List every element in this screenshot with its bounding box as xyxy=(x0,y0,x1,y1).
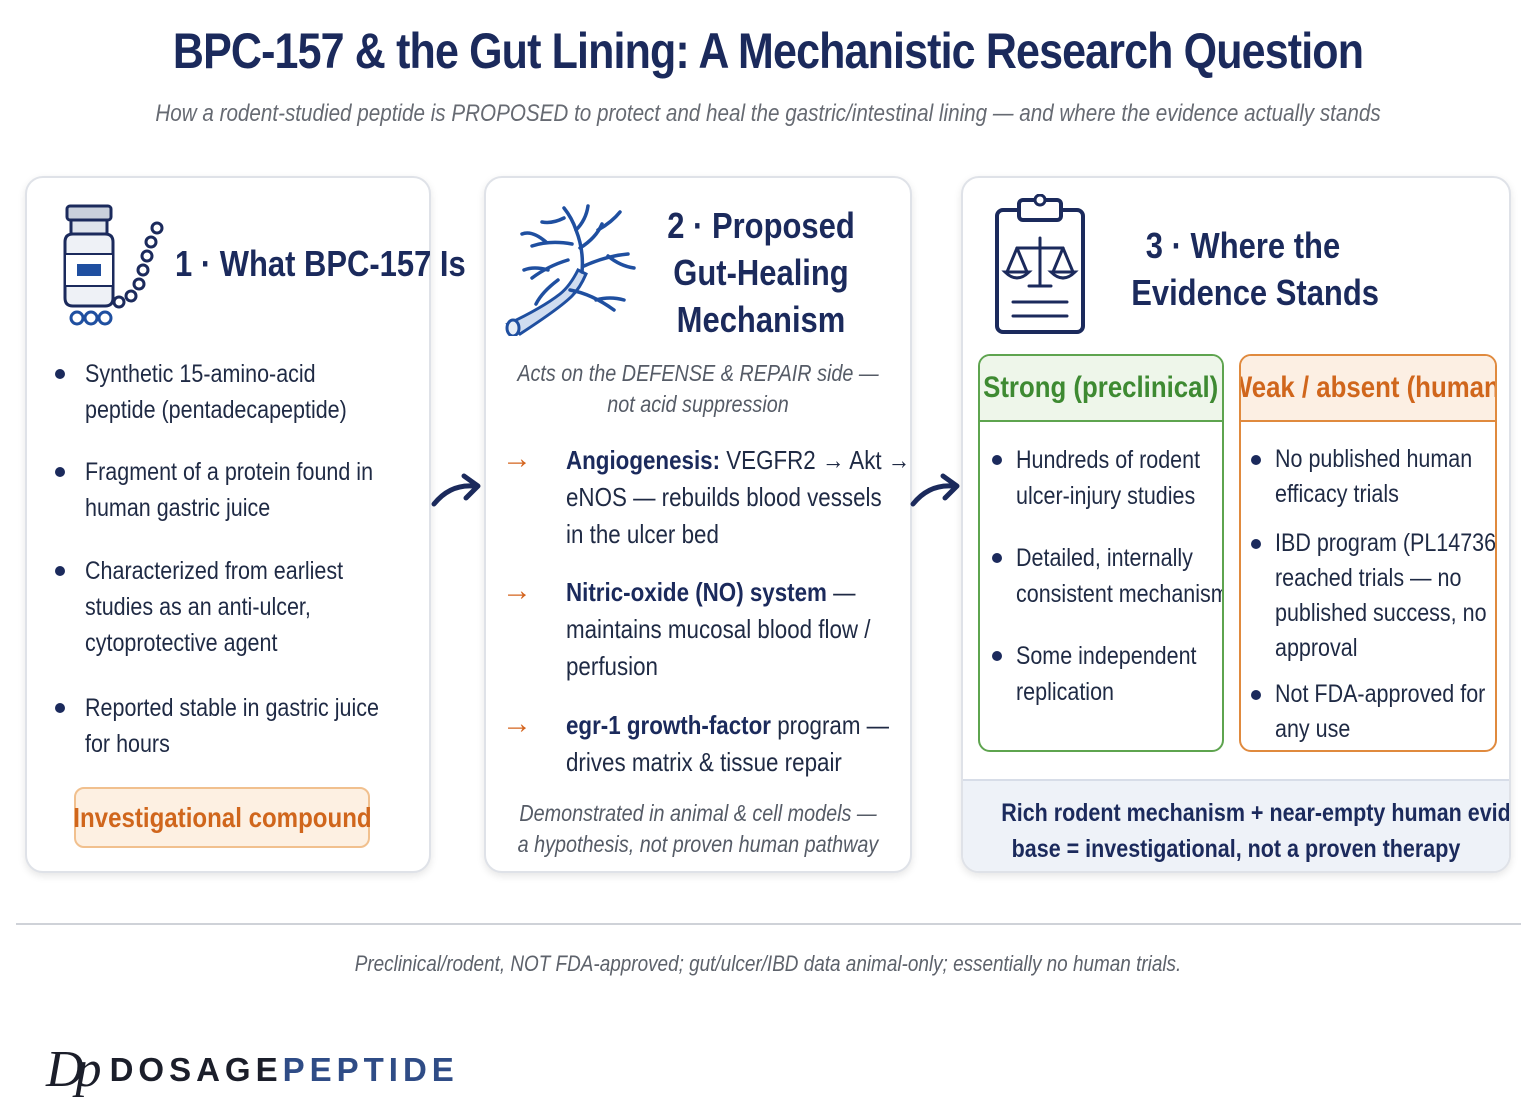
panel-what-bpc157-is: 1 · What BPC-157 Is Synthetic 15-amino-a… xyxy=(25,176,466,873)
orange-arrow-icon: → xyxy=(502,707,532,740)
panel1-heading: 1 · What BPC-157 Is xyxy=(175,243,466,284)
curved-arrow-icon xyxy=(910,473,960,507)
brand-logo[interactable]: Dp DOSAGEPEPTIDE xyxy=(46,1040,459,1099)
peptide-vial-icon xyxy=(63,204,164,326)
page-title: BPC-157 & the Gut Lining: A Mechanistic … xyxy=(172,23,1364,79)
divider xyxy=(16,923,1521,925)
strong-evidence-box: Strong (preclinical) Hundreds of rodent … xyxy=(978,354,1224,752)
logo-mark: Dp xyxy=(46,1041,101,1098)
blood-vessel-icon xyxy=(505,204,636,336)
weak-evidence-box: Weak / absent (human) No published human… xyxy=(1239,354,1497,752)
orange-arrow-icon: → xyxy=(502,442,532,475)
panel-evidence: 3 · Where the Evidence Stands Strong (pr… xyxy=(961,176,1511,873)
panel3-heading: 3 · Where the Evidence Stands xyxy=(1131,225,1379,313)
curved-arrow-icon xyxy=(431,473,481,507)
clipboard-scales-icon xyxy=(995,194,1085,334)
panel-proposed-mechanism: 2 · Proposed Gut-Healing Mechanism Acts … xyxy=(484,176,912,873)
mechanism-nitric-oxide: → Nitric-oxide (NO) system — maintains m… xyxy=(502,574,871,681)
disclaimer: Preclinical/rodent, NOT FDA-approved; gu… xyxy=(354,951,1182,976)
panel2-footer-note: Demonstrated in animal & cell models — a… xyxy=(517,800,879,857)
brand-wordmark: DOSAGEPEPTIDE xyxy=(109,1050,459,1088)
panel2-heading: 2 · Proposed Gut-Healing Mechanism xyxy=(667,205,855,340)
mechanism-egr1: → egr-1 growth-factor program — drives m… xyxy=(502,707,890,777)
investigational-badge: Investigational compound xyxy=(73,787,371,848)
orange-arrow-icon: → xyxy=(502,574,532,607)
mechanism-angiogenesis: → Angiogenesis: VEGFR2 → Akt → eNOS — re… xyxy=(502,442,911,549)
panel2-note: Acts on the DEFENSE & REPAIR side — not … xyxy=(517,360,879,417)
page-subtitle: How a rodent-studied peptide is PROPOSED… xyxy=(155,100,1381,127)
evidence-summary: Rich rodent mechanism + near-empty human… xyxy=(963,779,1509,871)
